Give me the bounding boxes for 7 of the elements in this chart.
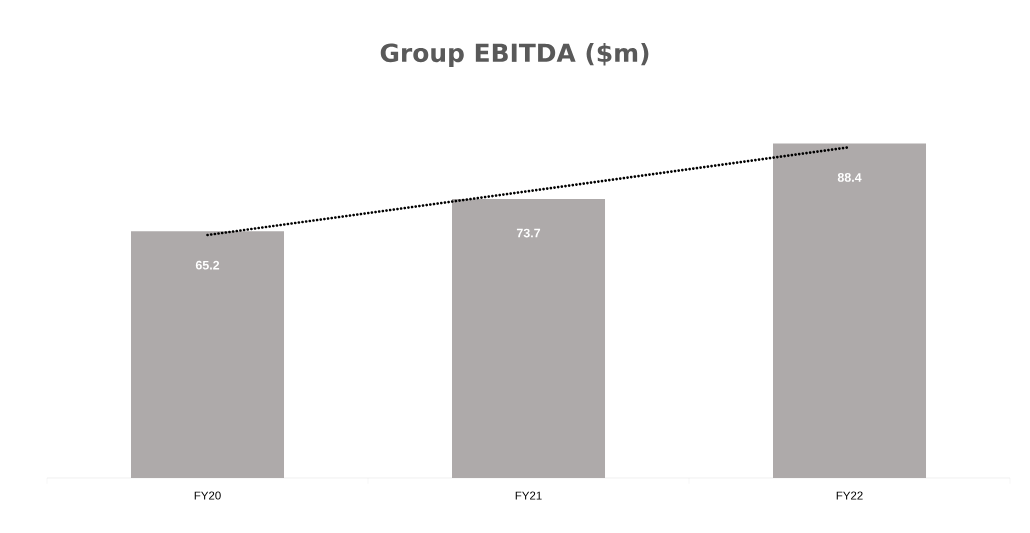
data-label: 73.7 xyxy=(516,228,541,238)
x-tick-label: FY21 xyxy=(515,491,542,500)
data-label: 88.4 xyxy=(837,173,862,182)
x-tick-label: FY20 xyxy=(194,491,221,500)
x-tick-label: FY22 xyxy=(836,491,863,500)
chart-title: Group EBITDA ($m) xyxy=(380,42,649,68)
data-label: 65.2 xyxy=(195,260,220,270)
